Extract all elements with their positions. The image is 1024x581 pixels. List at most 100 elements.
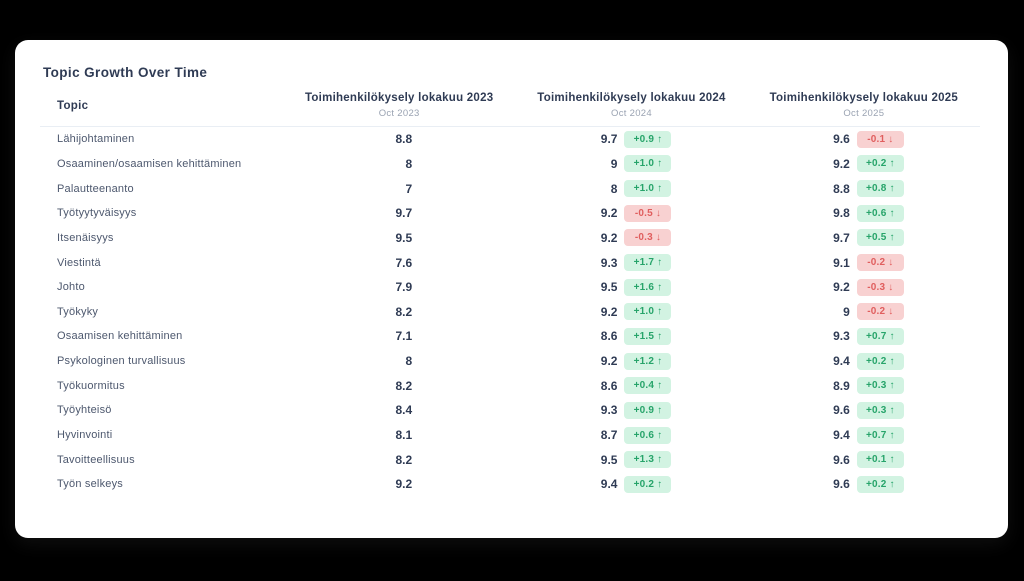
cell-value: 9.5 <box>600 280 618 295</box>
value-cell: 9.2 -0.3 ↓ <box>748 278 980 296</box>
cell-value: 8.9 <box>833 378 850 393</box>
value-cell: 9.7 +0.5 ↑ <box>748 229 980 247</box>
table-row: Työn selkeys 9.2 9.4 +0.2 ↑ 9.6 +0.2 ↑ <box>40 472 980 497</box>
change-badge: +0.8 ↑ <box>856 180 904 198</box>
cell-value: 9.8 <box>833 206 850 221</box>
value-cell: 8 <box>283 157 515 171</box>
cell-value: 8.2 <box>395 378 413 393</box>
cell-value: 9.7 <box>833 230 850 245</box>
table-row: Työtyytyväisyys 9.7 9.2 -0.5 ↓ 9.8 +0.6 … <box>40 201 980 226</box>
value-cell: 9.1 -0.2 ↓ <box>748 254 980 272</box>
cell-value: 9 <box>610 156 618 171</box>
cell-value: 7 <box>405 181 413 196</box>
value-cell: 9.6 +0.2 ↑ <box>748 475 980 493</box>
topic-growth-card: Topic Growth Over Time Topic Toimihenkil… <box>15 40 1008 538</box>
topic-cell: Työkuormitus <box>57 379 125 392</box>
change-badge: +1.0 ↑ <box>624 155 672 173</box>
cell-value: 9.2 <box>395 477 413 492</box>
survey-column-label: Toimihenkilökysely lokakuu 2023 <box>304 92 494 104</box>
value-cell: 9.6 -0.1 ↓ <box>748 130 980 148</box>
value-cell: 8 +1.0 ↑ <box>515 180 747 198</box>
cell-value: 9.1 <box>833 255 850 270</box>
topic-cell: Psykologinen turvallisuus <box>57 355 186 368</box>
value-cell: 8.7 +0.6 ↑ <box>515 426 747 444</box>
change-badge: +0.4 ↑ <box>624 377 672 395</box>
topic-cell: Itsenäisyys <box>57 231 114 244</box>
cell-value: 7.6 <box>395 255 413 270</box>
table-row: Työyhteisö 8.4 9.3 +0.9 ↑ 9.6 +0.3 ↑ <box>40 398 980 423</box>
value-cell: 8.2 <box>283 453 515 467</box>
value-cell: 9.6 +0.1 ↑ <box>748 451 980 469</box>
change-badge: +1.2 ↑ <box>624 352 672 370</box>
cell-value: 8.6 <box>600 329 618 344</box>
topic-cell: Työyhteisö <box>57 404 112 417</box>
table-row: Osaamisen kehittäminen 7.1 8.6 +1.5 ↑ 9.… <box>40 324 980 349</box>
page-title: Topic Growth Over Time <box>43 65 208 80</box>
cell-value: 9.2 <box>600 206 618 221</box>
cell-value: 9.4 <box>833 354 850 369</box>
change-badge: +1.6 ↑ <box>624 278 672 296</box>
table-row: Hyvinvointi 8.1 8.7 +0.6 ↑ 9.4 +0.7 ↑ <box>40 423 980 448</box>
value-cell: 9.4 +0.2 ↑ <box>748 352 980 370</box>
change-badge: +0.7 ↑ <box>856 327 904 345</box>
cell-value: 9.6 <box>833 132 850 147</box>
change-badge: +0.7 ↑ <box>856 426 904 444</box>
change-badge: -0.3 ↓ <box>624 229 672 247</box>
table-row: Työkyky 8.2 9.2 +1.0 ↑ 9 -0.2 ↓ <box>40 299 980 324</box>
change-badge: +0.2 ↑ <box>856 352 904 370</box>
survey-column-header-2023: Toimihenkilökysely lokakuu 2023 Oct 2023 <box>283 92 515 119</box>
value-cell: 9.8 +0.6 ↑ <box>748 204 980 222</box>
cell-value: 8 <box>610 181 618 196</box>
cell-value: 8.2 <box>395 304 413 319</box>
change-badge: +0.1 ↑ <box>856 451 904 469</box>
value-cell: 9.7 +0.9 ↑ <box>515 130 747 148</box>
survey-column-sublabel: Oct 2025 <box>843 108 885 119</box>
change-badge: +0.6 ↑ <box>624 426 672 444</box>
cell-value: 8 <box>405 156 413 171</box>
cell-value: 9.5 <box>600 452 618 467</box>
change-badge: +1.0 ↑ <box>624 180 672 198</box>
change-badge: +0.5 ↑ <box>856 229 904 247</box>
cell-value: 8.8 <box>395 132 413 147</box>
cell-value: 8.2 <box>395 452 413 467</box>
table-row: Osaaminen/osaamisen kehittäminen 8 9 +1.… <box>40 152 980 177</box>
value-cell: 8.1 <box>283 428 515 442</box>
table-row: Psykologinen turvallisuus 8 9.2 +1.2 ↑ 9… <box>40 349 980 374</box>
cell-value: 9.7 <box>600 132 618 147</box>
change-badge: -0.2 ↓ <box>856 254 904 272</box>
survey-column-header-2024: Toimihenkilökysely lokakuu 2024 Oct 2024 <box>515 92 747 119</box>
table-row: Tavoitteellisuus 8.2 9.5 +1.3 ↑ 9.6 +0.1… <box>40 447 980 472</box>
survey-column-label: Toimihenkilökysely lokakuu 2024 <box>537 92 726 104</box>
value-cell: 7.1 <box>283 329 515 343</box>
cell-value: 9.4 <box>600 477 618 492</box>
cell-value: 7.1 <box>395 329 413 344</box>
topic-cell: Viestintä <box>57 256 101 269</box>
cell-value: 9 <box>843 304 850 319</box>
cell-value: 9.6 <box>833 477 850 492</box>
survey-column-label: Toimihenkilökysely lokakuu 2025 <box>769 92 959 104</box>
cell-value: 9.2 <box>600 304 618 319</box>
value-cell: 8.8 +0.8 ↑ <box>748 180 980 198</box>
value-cell: 9.6 +0.3 ↑ <box>748 401 980 419</box>
change-badge: +0.9 ↑ <box>624 130 672 148</box>
change-badge: -0.5 ↓ <box>624 204 672 222</box>
cell-value: 9.3 <box>833 329 850 344</box>
change-badge: +1.0 ↑ <box>624 303 672 321</box>
change-badge: +0.3 ↑ <box>856 377 904 395</box>
survey-column-sublabel: Oct 2024 <box>611 108 652 119</box>
value-cell: 9.5 <box>283 231 515 245</box>
value-cell: 9.7 <box>283 206 515 220</box>
cell-value: 8.7 <box>600 428 618 442</box>
topic-cell: Työkyky <box>57 305 99 318</box>
value-cell: 9 +1.0 ↑ <box>515 155 747 173</box>
value-cell: 8.9 +0.3 ↑ <box>748 377 980 395</box>
value-cell: 7.6 <box>283 256 515 270</box>
topic-cell: Osaaminen/osaamisen kehittäminen <box>57 157 242 170</box>
value-cell: 9.4 +0.2 ↑ <box>515 475 747 493</box>
topic-column-header: Topic <box>57 99 89 112</box>
cell-value: 9.6 <box>833 403 850 418</box>
topic-cell: Hyvinvointi <box>57 429 113 441</box>
value-cell: 8.2 <box>283 305 515 319</box>
cell-value: 8.1 <box>395 428 413 442</box>
value-cell: 8.6 +1.5 ↑ <box>515 327 747 345</box>
